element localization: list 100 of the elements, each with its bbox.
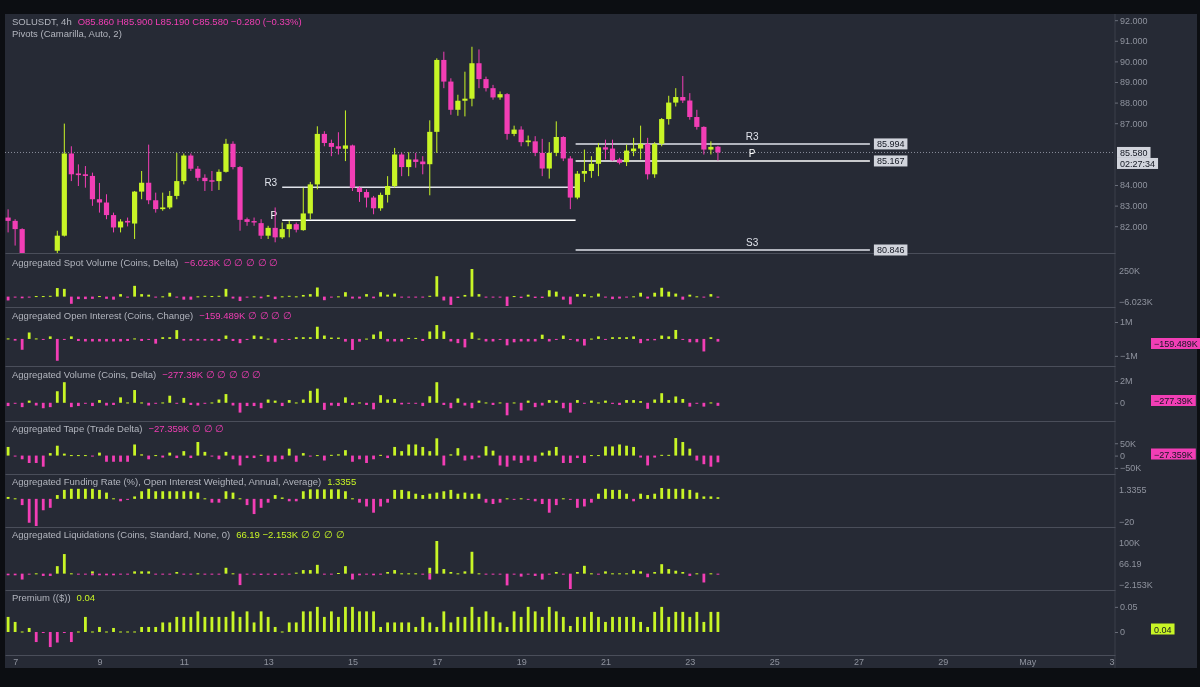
bar [69,296,73,304]
bar [519,455,523,463]
bar [674,396,678,403]
bar [702,496,706,499]
bar [414,444,418,456]
bar [597,293,600,297]
bar [575,294,579,297]
y-tick-label: 84.000 [1120,180,1148,191]
bar [266,455,270,462]
bar [681,611,685,632]
bar [98,400,101,403]
x-tick-label: 11 [179,657,189,668]
bar [526,455,530,461]
bar [273,400,277,403]
y-tick-label: 91.000 [1120,36,1148,47]
y-tick-label: −50K [1120,463,1142,474]
bar [456,616,460,632]
bar [69,336,73,339]
bar [688,489,692,499]
bar [76,402,80,407]
candlestick [462,71,468,117]
bar [20,573,24,580]
bar [112,455,115,462]
bar [632,570,635,574]
x-tick-label: 19 [516,657,527,668]
bar [365,611,368,632]
bar [512,338,516,343]
bar [196,442,200,456]
bar [625,493,628,499]
bar [112,402,115,405]
x-tick-label: 27 [853,657,864,668]
bar [379,331,382,339]
bar [48,402,52,408]
bar [533,402,537,408]
data-label: 85.167 [876,156,905,167]
bar [168,622,172,632]
bar [154,338,158,344]
chart-title: Aggregated Volume (Coins, Delta) [12,369,157,380]
bar [175,491,179,499]
bar [20,498,24,506]
bar [315,489,319,499]
bar [428,396,432,403]
bar [84,488,87,499]
bar [372,498,375,513]
bar [688,448,692,456]
y-tick-label: 0 [1120,398,1126,409]
bar [315,564,319,574]
bar [625,616,628,632]
bar [358,498,361,503]
x-tick-label: 25 [769,657,780,668]
bar [168,292,172,297]
data-label: 80.846 [876,245,905,256]
bar [540,452,544,456]
bar [337,402,340,407]
bar [688,402,692,407]
bar [681,488,685,499]
bar [358,338,361,342]
candlestick [300,187,306,232]
bar [667,616,671,632]
bar [604,571,607,574]
bar [48,453,52,456]
chart-subtitle: −27.359K ∅ ∅ ∅ [148,423,225,434]
bar [379,395,382,403]
bar [646,402,650,409]
bar [55,566,59,574]
chart-subtitle: 0.04 [76,592,96,603]
bar [646,573,650,578]
candlestick [701,125,707,156]
bar [582,338,586,346]
bar [540,616,544,632]
bar [69,488,73,499]
bar [660,393,664,403]
candlestick [581,149,587,183]
bar [140,626,144,632]
candlestick [342,109,349,162]
bar [27,455,31,463]
bar [358,455,361,460]
bar [449,402,453,409]
bar [147,571,151,574]
bar [639,493,643,499]
bar [702,338,706,352]
bar [597,336,600,339]
bar [681,296,685,300]
bar [660,488,664,499]
bar [618,444,621,456]
bar [98,489,101,499]
bar [322,402,326,410]
candlestick [216,168,222,191]
text: −159.489K [1154,339,1198,349]
bar [568,573,572,589]
bar [604,621,607,632]
x-tick-label: 21 [600,657,611,668]
bar [386,498,390,503]
chart-title: Aggregated Tape (Trade Delta) [12,423,143,434]
bar [667,488,671,499]
candlestick [476,48,482,89]
bar [674,329,678,339]
bar [582,498,586,507]
bar [414,626,418,632]
bar [540,498,544,505]
